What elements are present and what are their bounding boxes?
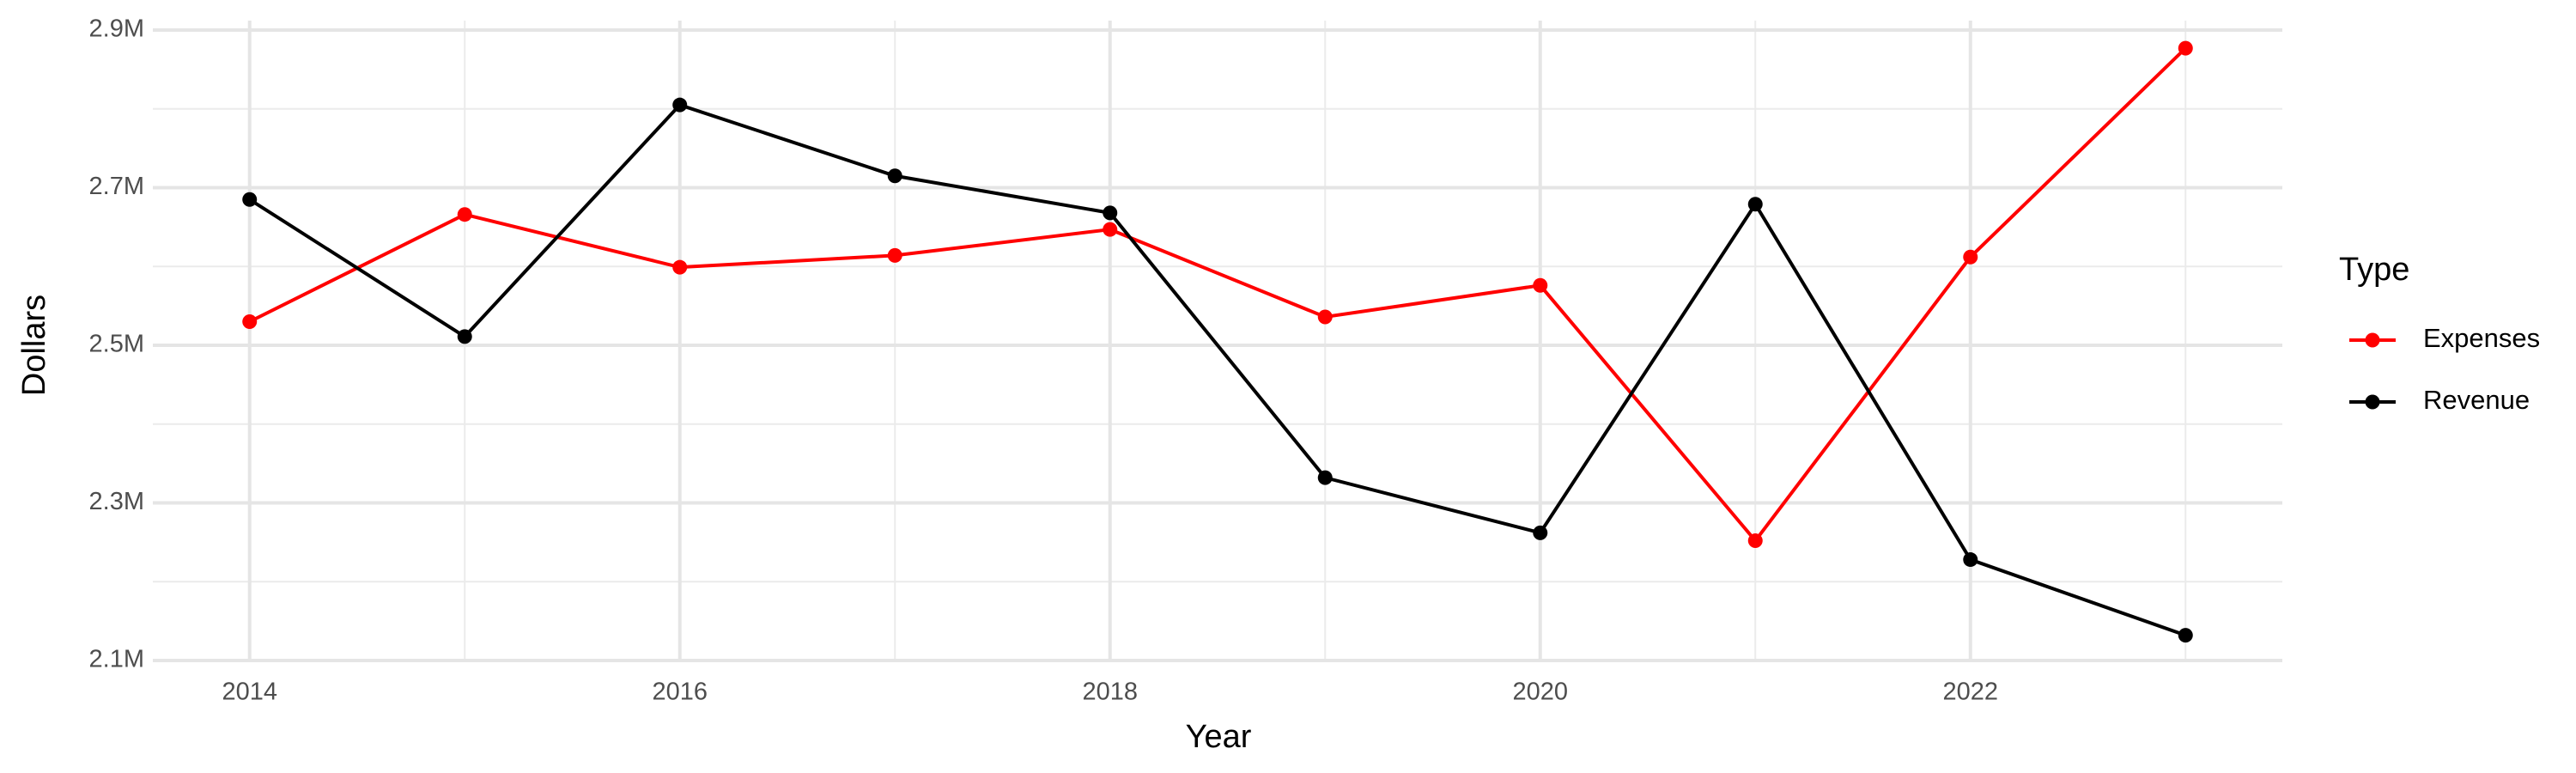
legend-key-point	[2365, 332, 2380, 348]
data-point	[457, 329, 472, 344]
data-point	[1963, 249, 1978, 265]
x-axis-title: Year	[1186, 719, 1252, 755]
data-point	[1533, 277, 1548, 293]
x-tick-label: 2018	[1082, 679, 1138, 706]
y-tick-label: 2.3M	[89, 488, 144, 515]
x-tick-label: 2020	[1512, 679, 1568, 706]
data-point	[1103, 205, 1118, 221]
x-tick-label: 2022	[1943, 679, 1999, 706]
data-point	[887, 168, 902, 184]
legend-label: Expenses	[2423, 323, 2540, 353]
data-point	[2178, 628, 2193, 643]
data-point	[887, 247, 902, 263]
x-tick-label: 2016	[652, 679, 708, 706]
y-tick-label: 2.9M	[89, 15, 144, 43]
legend-label: Revenue	[2423, 385, 2530, 415]
data-point	[672, 259, 688, 275]
data-point	[1103, 222, 1118, 237]
series-line	[248, 46, 2187, 544]
data-point	[242, 313, 258, 329]
data-point	[242, 192, 258, 207]
y-tick-label: 2.1M	[89, 646, 144, 673]
data-point	[1533, 525, 1548, 540]
series-line	[248, 102, 2186, 637]
data-point	[1317, 309, 1333, 325]
x-tick-label: 2014	[222, 679, 277, 706]
data-point	[2178, 40, 2193, 56]
data-point	[457, 207, 472, 222]
y-tick-label: 2.5M	[89, 331, 144, 358]
legend-title: Type	[2339, 252, 2409, 288]
data-point	[1747, 197, 1763, 212]
data-point	[1963, 552, 1978, 568]
data-point	[672, 97, 688, 113]
legend-key-point	[2365, 394, 2380, 410]
data-point	[1747, 533, 1763, 549]
data-point	[1317, 470, 1333, 485]
y-tick-label: 2.7M	[89, 173, 144, 200]
y-axis-title: Dollars	[16, 295, 52, 396]
